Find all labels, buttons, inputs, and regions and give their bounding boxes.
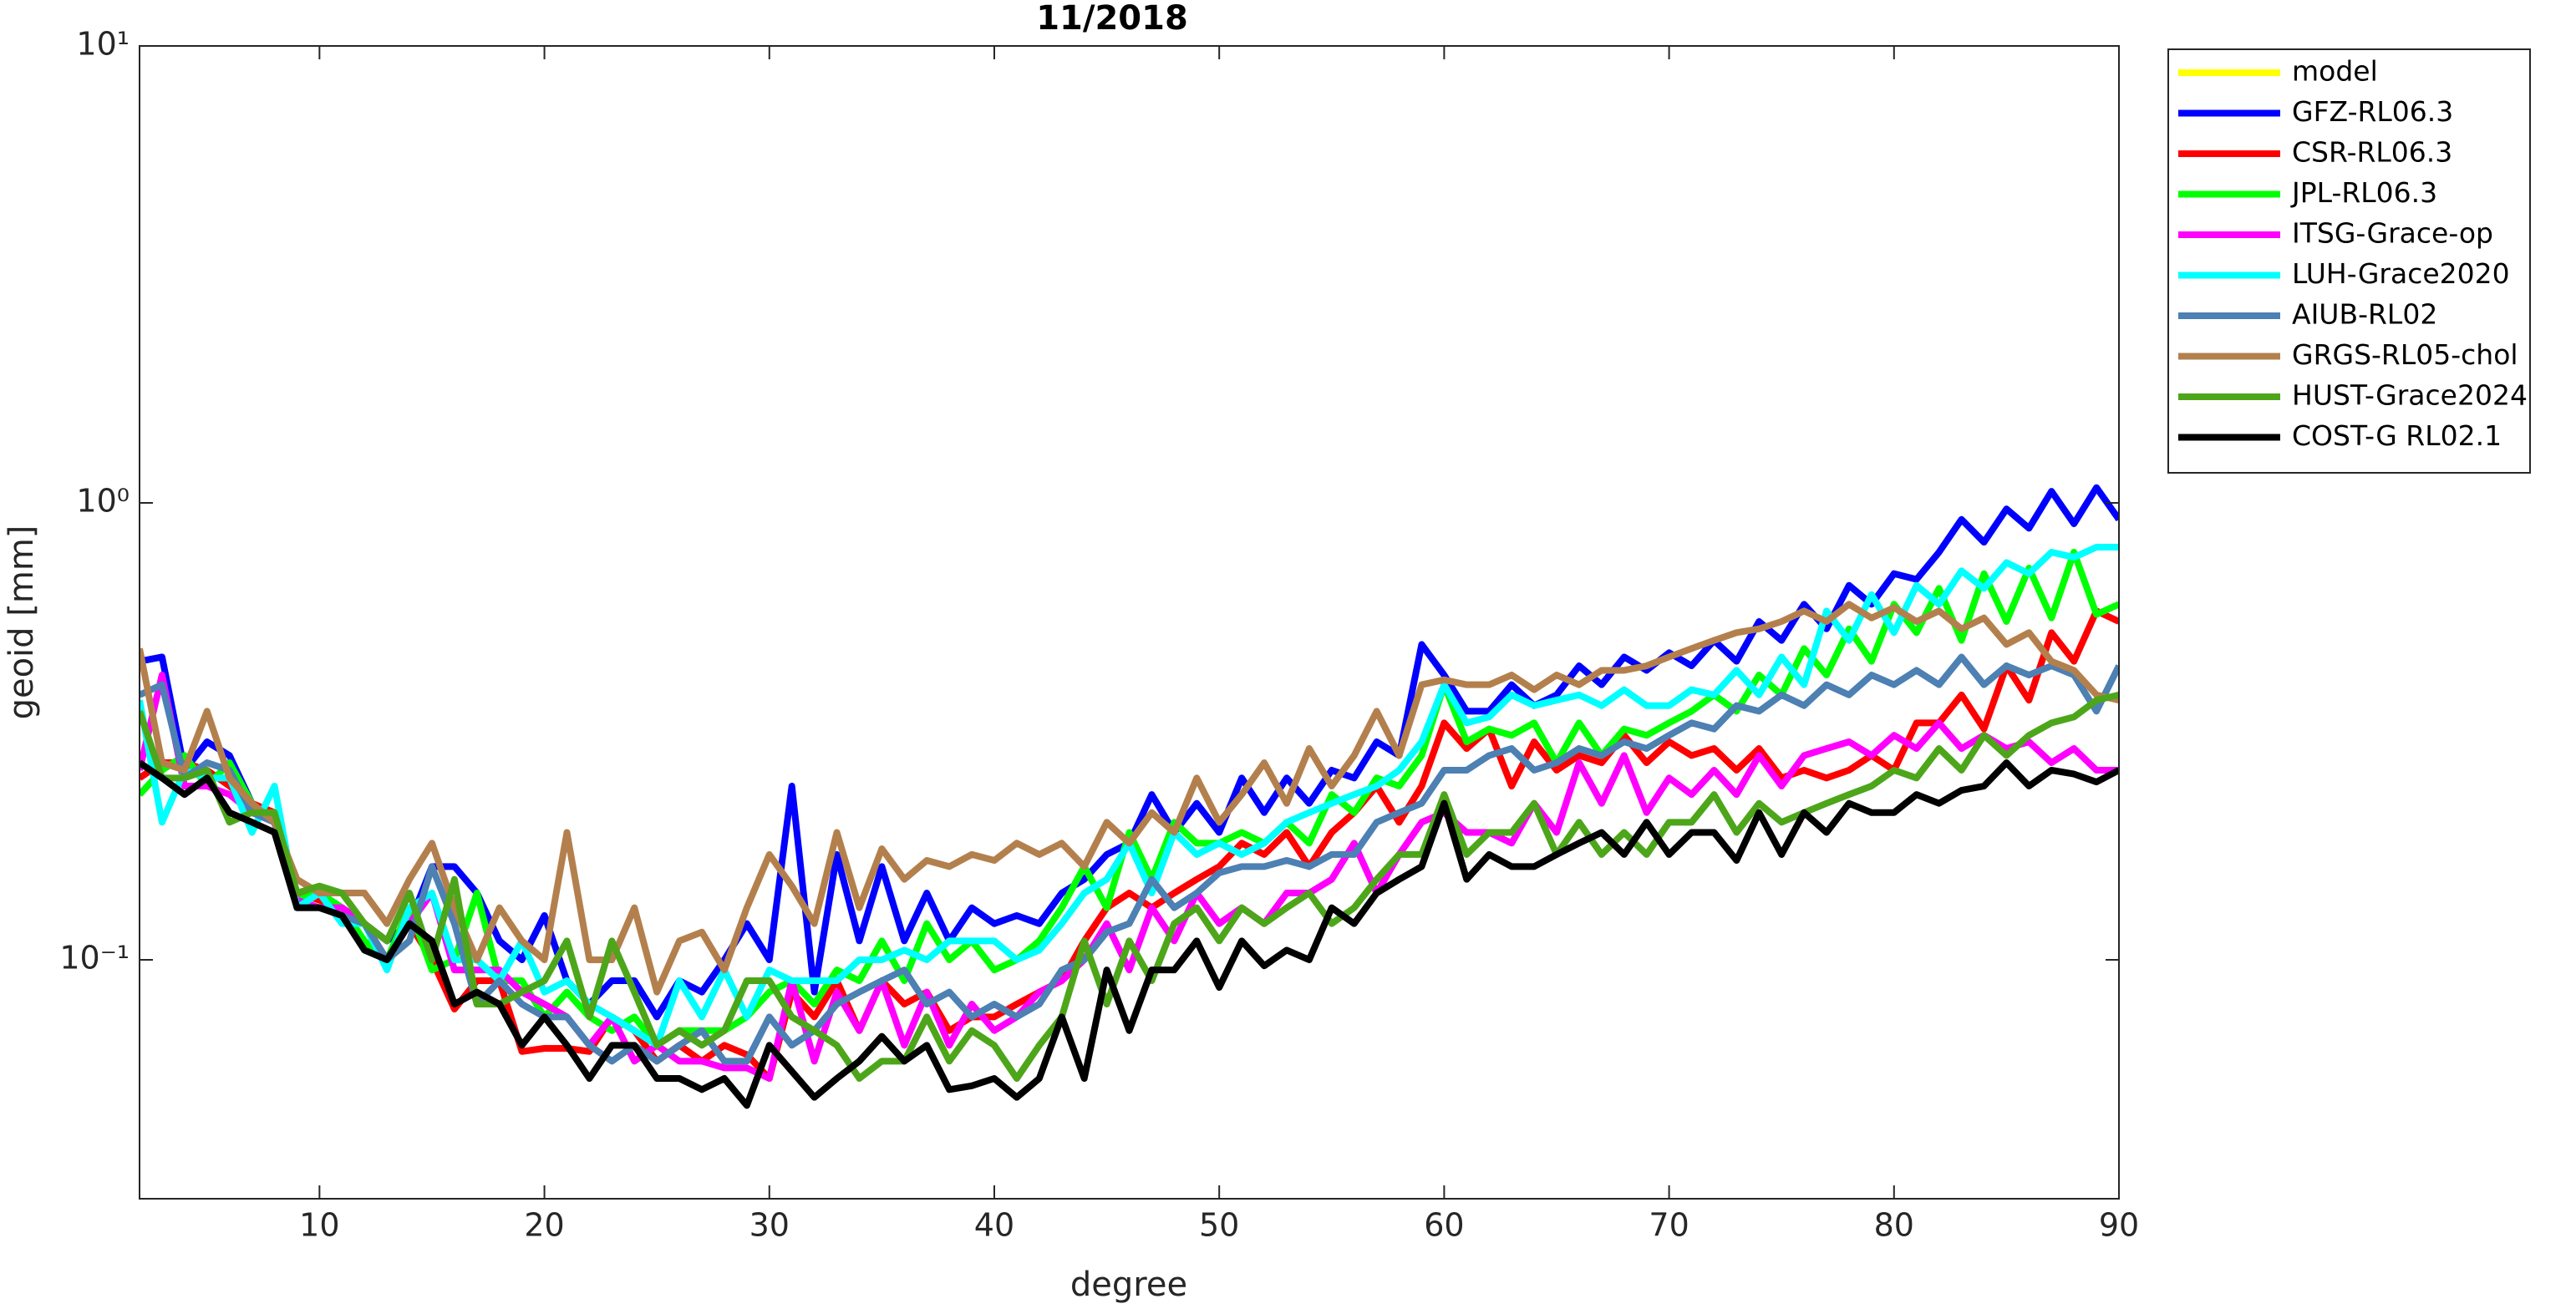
- legend-label: JPL-RL06.3: [2290, 176, 2437, 209]
- series-line: [140, 549, 2119, 1049]
- legend-label: GRGS-RL05-chol: [2292, 338, 2518, 371]
- x-tick-label: 70: [1649, 1207, 1689, 1244]
- series-line: [140, 691, 2119, 1083]
- series-line: [140, 601, 2119, 996]
- legend-label: CSR-RL06.3: [2292, 136, 2452, 169]
- x-tick-label: 10: [299, 1207, 339, 1244]
- x-tick-label: 60: [1424, 1207, 1464, 1244]
- x-tick-label: 30: [749, 1207, 790, 1244]
- x-tick-label: 90: [2099, 1207, 2139, 1244]
- y-tick-label: 10⁰: [76, 482, 130, 519]
- legend-label: model: [2292, 55, 2378, 88]
- legend-label: AIUB-RL02: [2292, 298, 2437, 331]
- legend-label: HUST-Grace2024: [2292, 379, 2528, 412]
- y-tick-label: 10⁻¹: [59, 939, 130, 976]
- legend-label: ITSG-Grace-op: [2292, 217, 2493, 250]
- x-tick-label: 40: [974, 1207, 1014, 1244]
- legend-label: GFZ-RL06.3: [2292, 95, 2453, 128]
- x-tick-label: 80: [1874, 1207, 1914, 1244]
- legend-label: LUH-Grace2020: [2292, 257, 2510, 290]
- x-tick-label: 20: [524, 1207, 564, 1244]
- chart-title: 11/2018: [1036, 0, 1188, 38]
- legend-label: COST-G RL02.1: [2292, 419, 2502, 452]
- y-axis-title: geoid [mm]: [3, 525, 41, 720]
- x-axis-title: degree: [1070, 1266, 1187, 1304]
- series-line: [140, 759, 2119, 1109]
- x-tick-label: 50: [1199, 1207, 1239, 1244]
- plot-frame: [139, 45, 2120, 1200]
- y-tick-label: 10¹: [76, 26, 130, 63]
- plot-lines: [140, 484, 2119, 1109]
- legend: model GFZ-RL06.3 CSR-RL06.3 JPL-RL06.3 ITSG-…: [2167, 48, 2531, 474]
- legend-box: [2167, 48, 2531, 474]
